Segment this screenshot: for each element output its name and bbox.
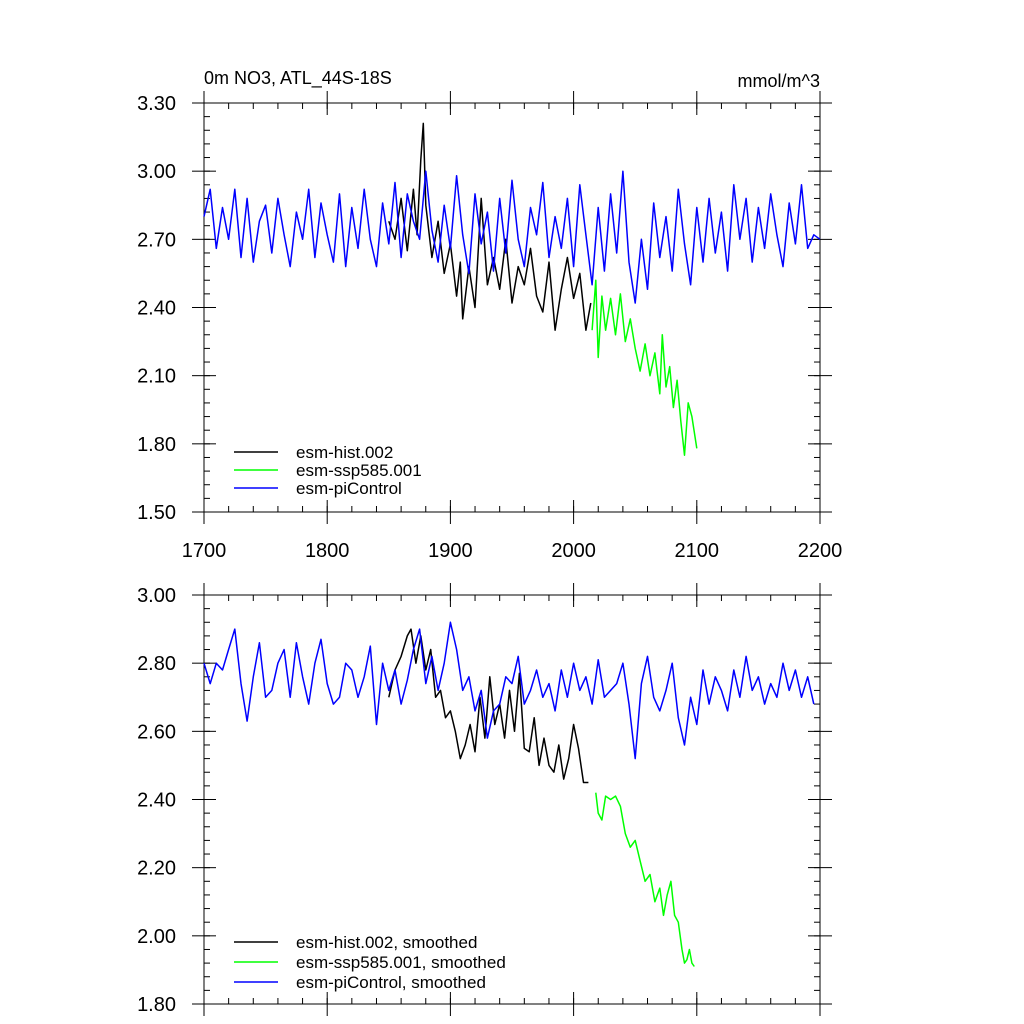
series-line-esm-hist-002 [388, 122, 592, 331]
legend-label: esm-hist.002 [296, 443, 393, 462]
y-tick-label: 1.80 [137, 994, 176, 1016]
y-tick-label: 2.20 [137, 858, 176, 880]
y-tick-label: 2.70 [137, 229, 176, 251]
y-tick-label: 2.00 [137, 926, 176, 948]
series-line-esm-picontrol [203, 170, 821, 304]
y-tick-label: 3.00 [137, 585, 176, 607]
x-tick-label: 1900 [428, 540, 473, 562]
legend-label: esm-piControl, smoothed [296, 973, 486, 992]
y-tick-label: 3.00 [137, 161, 176, 183]
series-line-esm-ssp585-001 [591, 279, 698, 456]
chart-title: 0m NO3, ATL_44S-18S [204, 68, 392, 89]
y-tick-label: 2.10 [137, 366, 176, 388]
x-tick-label: 1700 [182, 540, 227, 562]
y-tick-label: 2.80 [137, 653, 176, 675]
legend-label: esm-ssp585.001, smoothed [296, 953, 506, 972]
legend-label: esm-ssp585.001 [296, 461, 422, 480]
bottom-panel-smoothed-timeseries: 1.80 2.00 2.20 2.40 2.60 2.80 3.00 esm-hist.002… [137, 583, 832, 1016]
y-tick-label: 3.30 [137, 93, 176, 115]
units-label: mmol/m^3 [738, 71, 820, 91]
y-tick-label: 2.60 [137, 721, 176, 743]
x-tick-label: 2100 [675, 540, 720, 562]
y-tick-label: 1.80 [137, 434, 176, 456]
x-tick-label: 1800 [305, 540, 350, 562]
x-tick-label: 2200 [798, 540, 843, 562]
legend-label: esm-hist.002, smoothed [296, 933, 477, 952]
top-panel-nitrate-timeseries: 1.50 1.80 2.10 2.40 2.70 3.00 3.30 1700 1800 1900… [137, 91, 842, 562]
y-tick-label: 1.50 [137, 502, 176, 524]
x-tick-label: 2000 [551, 540, 596, 562]
series-line-esm-picontrol-smoothed [203, 621, 815, 760]
y-tick-label: 2.40 [137, 298, 176, 320]
legend-label: esm-piControl [296, 479, 402, 498]
y-tick-label: 2.40 [137, 790, 176, 812]
series-line-esm-ssp585-001-smoothed [595, 792, 695, 967]
series-line-esm-hist-002-smoothed [388, 628, 589, 784]
